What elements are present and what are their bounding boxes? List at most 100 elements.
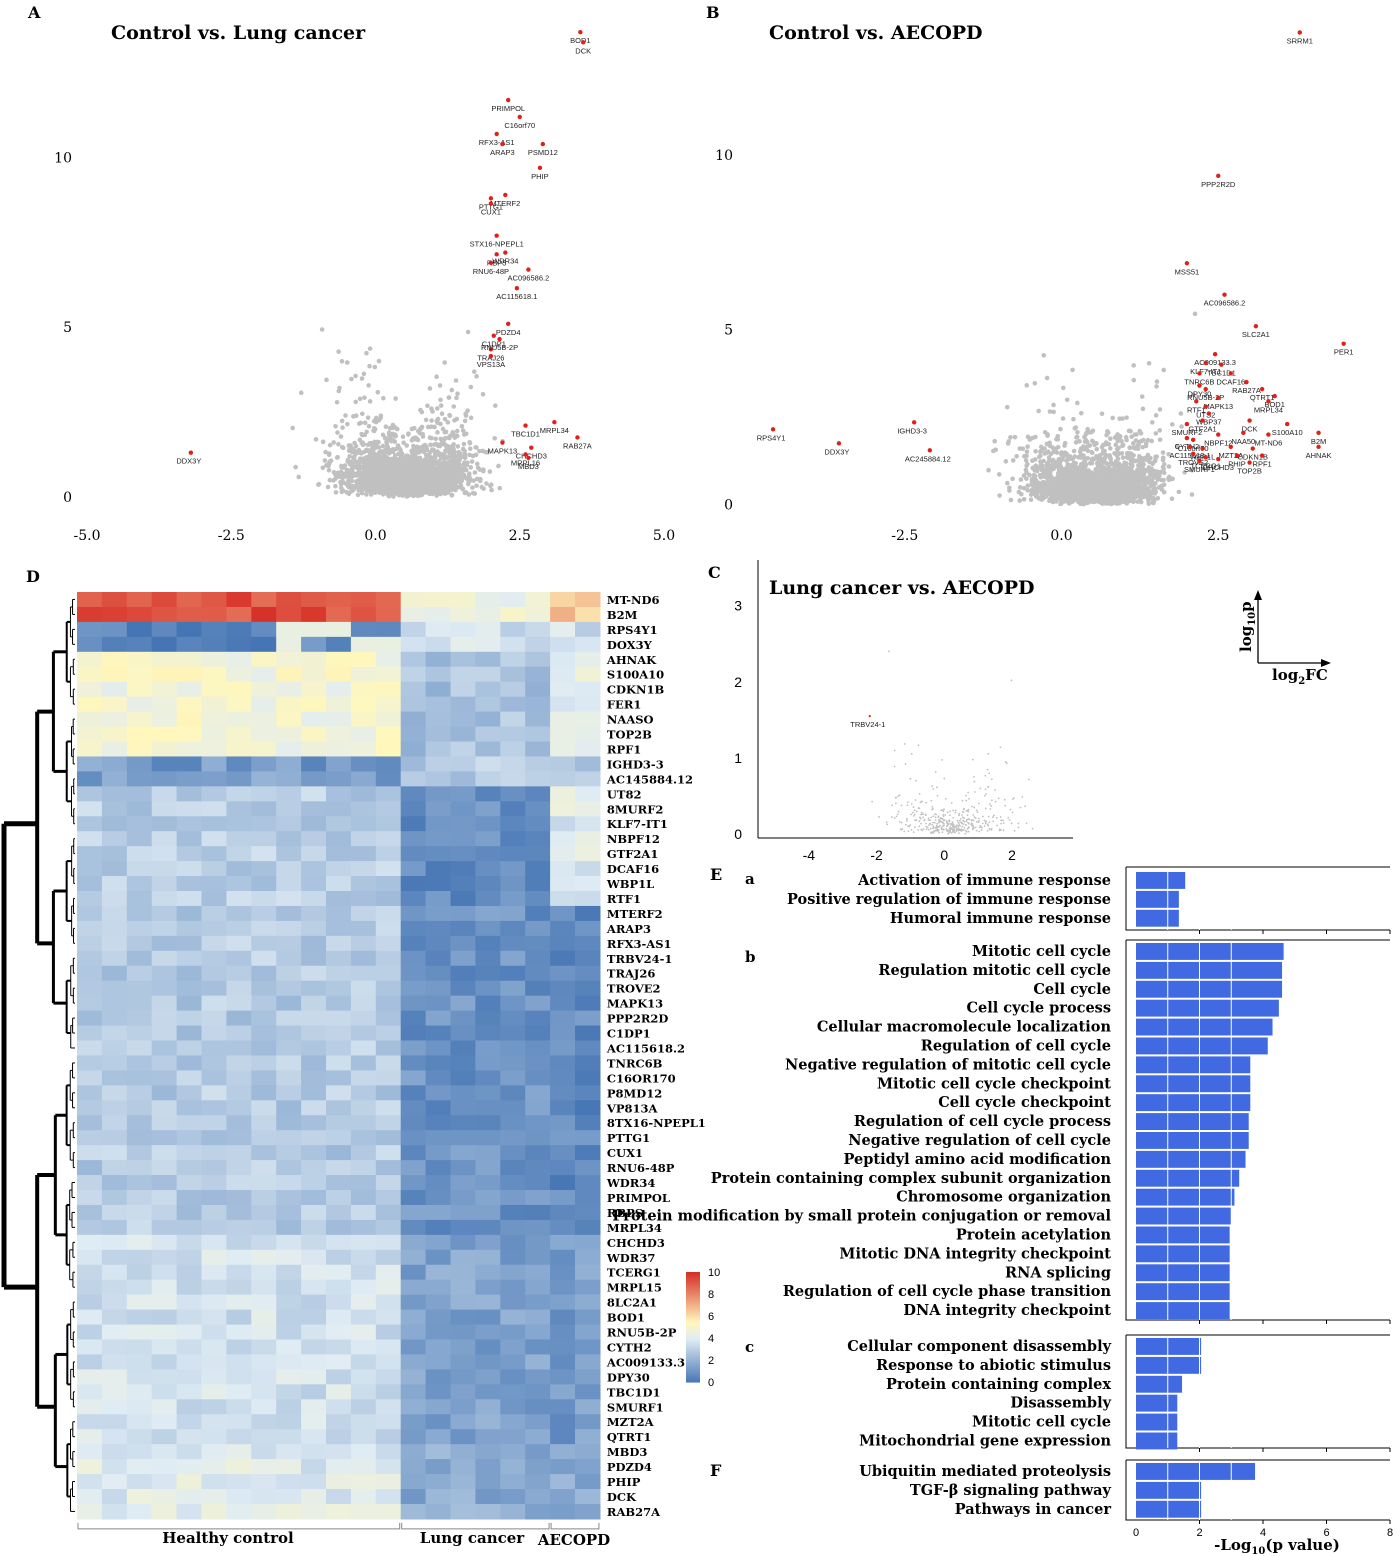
background-point — [1160, 457, 1166, 463]
background-point — [1101, 448, 1107, 454]
background-point — [327, 459, 333, 464]
background-point — [484, 481, 489, 486]
background-point — [366, 468, 372, 474]
gene-label: MRPL34 — [540, 426, 569, 435]
background-point — [460, 428, 466, 433]
background-point — [382, 435, 388, 441]
background-point — [434, 406, 440, 411]
background-point — [429, 435, 434, 441]
background-point — [449, 493, 455, 498]
background-point — [452, 435, 458, 440]
background-point — [376, 488, 382, 493]
background-point — [461, 441, 467, 447]
gene-label: AC115618.1 — [496, 292, 537, 301]
background-point — [1044, 450, 1050, 455]
background-point — [1010, 476, 1015, 482]
background-point — [1157, 407, 1163, 412]
highlighted-point — [529, 445, 534, 450]
highlighted-point — [494, 233, 499, 238]
background-point — [399, 478, 405, 483]
background-point — [1058, 426, 1063, 432]
background-point — [390, 422, 396, 428]
background-point — [373, 419, 379, 425]
background-point — [357, 463, 362, 468]
gene-label: RNU5B-2P — [481, 343, 518, 352]
highlighted-point — [526, 267, 531, 272]
background-point — [441, 473, 447, 478]
background-point — [389, 438, 394, 444]
background-point — [366, 476, 372, 482]
background-point — [468, 465, 474, 470]
background-point — [351, 414, 356, 419]
background-point — [446, 475, 452, 481]
background-point — [356, 421, 362, 426]
background-point — [336, 388, 342, 394]
background-point — [1071, 416, 1076, 422]
background-point — [431, 489, 437, 495]
highlighted-point — [514, 286, 520, 291]
background-point — [366, 423, 372, 429]
background-point — [419, 492, 425, 498]
background-point — [346, 483, 352, 489]
background-points-b — [986, 311, 1201, 507]
background-point — [298, 390, 304, 396]
background-point — [345, 421, 350, 427]
background-point — [1076, 439, 1082, 444]
background-point — [369, 446, 375, 451]
background-point — [1166, 464, 1172, 469]
panel-letter-c: C — [708, 563, 721, 582]
volcano-plot-b: Control vs. AECOPD SRRM1PPP2R2DMSS51AC09… — [715, 22, 1353, 544]
background-point — [406, 432, 411, 437]
background-point — [444, 480, 450, 486]
background-point — [1021, 496, 1027, 502]
highlighted-point — [506, 321, 511, 327]
background-point — [296, 474, 302, 480]
background-point — [455, 391, 460, 397]
background-point — [373, 415, 379, 421]
background-point — [436, 462, 442, 467]
background-point — [1064, 397, 1070, 403]
background-point — [446, 395, 452, 400]
background-point — [383, 424, 389, 429]
background-point — [1047, 443, 1053, 449]
background-point — [1041, 467, 1047, 473]
background-point — [1129, 434, 1134, 439]
background-point — [418, 468, 424, 473]
background-point — [479, 484, 485, 490]
background-point — [455, 476, 461, 482]
background-point — [439, 411, 445, 417]
gene-label: CUX1 — [481, 207, 501, 216]
background-point — [1107, 446, 1113, 451]
background-point — [477, 478, 483, 484]
background-point — [364, 429, 369, 435]
background-point — [1176, 489, 1182, 495]
background-point — [434, 466, 440, 472]
background-point — [1136, 442, 1141, 447]
background-point — [420, 446, 426, 452]
background-point — [361, 371, 367, 377]
background-point — [1025, 444, 1030, 449]
background-point — [390, 464, 396, 470]
background-point — [349, 376, 354, 382]
background-point — [367, 346, 373, 351]
background-point — [465, 408, 470, 413]
background-point — [1120, 443, 1126, 448]
background-point — [1120, 455, 1126, 460]
background-point — [1030, 487, 1036, 493]
background-point — [1153, 413, 1159, 418]
background-point — [340, 445, 346, 451]
background-point — [1121, 477, 1127, 483]
background-point — [357, 479, 362, 485]
background-point — [392, 432, 398, 438]
background-point — [415, 461, 421, 467]
background-point — [290, 425, 295, 431]
background-point — [1161, 477, 1166, 483]
background-point — [1145, 453, 1151, 459]
background-point — [359, 490, 365, 496]
background-point — [467, 452, 472, 458]
background-point — [434, 374, 439, 379]
background-point — [447, 413, 453, 418]
x-tick-label: -5.0 — [74, 528, 101, 544]
highlighted-point — [503, 192, 508, 198]
background-point — [346, 491, 352, 497]
